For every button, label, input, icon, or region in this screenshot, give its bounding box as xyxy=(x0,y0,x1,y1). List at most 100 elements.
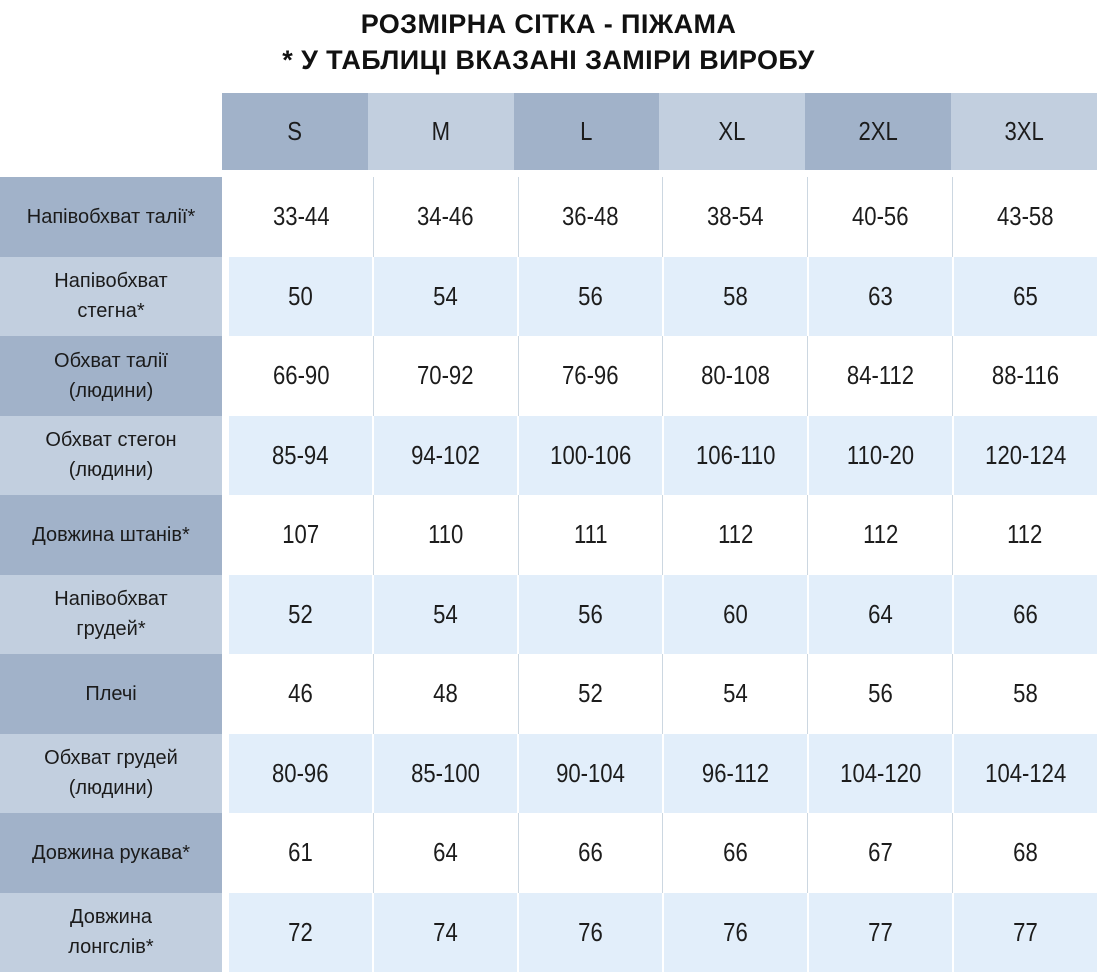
value-cell: 77 xyxy=(807,892,952,972)
table-row: Плечі 46 48 52 54 56 58 xyxy=(0,654,1097,734)
value-cell: 70-92 xyxy=(372,336,518,416)
value-text: 40-56 xyxy=(851,201,909,232)
value-text: 48 xyxy=(433,678,459,709)
value-text: 56 xyxy=(867,678,893,709)
table-row: Напівобхват стегна* 50 54 56 58 63 65 xyxy=(0,256,1097,336)
value-text: 66-90 xyxy=(272,360,330,391)
value-text: 77 xyxy=(1013,916,1038,947)
value-cell: 50 xyxy=(222,256,372,336)
value-cell: 64 xyxy=(372,813,518,893)
value-cell: 111 xyxy=(517,495,663,575)
row-label: Довжина рукава* xyxy=(0,813,222,893)
value-text: 36-48 xyxy=(562,201,619,232)
value-cell: 85-100 xyxy=(372,733,517,813)
row-label: Обхват талії (людини) xyxy=(0,336,222,416)
value-cell: 112 xyxy=(807,495,953,575)
col-header-text: S xyxy=(287,116,303,146)
value-cell: 54 xyxy=(662,654,808,734)
col-header-s: S xyxy=(222,93,368,170)
value-text: 58 xyxy=(1012,678,1038,709)
value-cell: 112 xyxy=(662,495,808,575)
value-cell: 84-112 xyxy=(807,336,953,416)
value-text: 85-100 xyxy=(411,757,480,788)
size-table-header: S M L XL 2XL 3XL xyxy=(0,93,1097,170)
value-text: 107 xyxy=(282,519,320,550)
value-cell: 33-44 xyxy=(222,177,373,257)
col-header-3xl: 3XL xyxy=(951,93,1097,170)
value-cell: 56 xyxy=(517,256,662,336)
value-cell: 72 xyxy=(222,892,372,972)
value-text: 110-20 xyxy=(846,439,915,470)
row-label: Обхват стегон (людини) xyxy=(0,415,222,495)
value-cell: 80-108 xyxy=(662,336,808,416)
value-cell: 104-120 xyxy=(807,733,952,813)
value-cell: 76-96 xyxy=(517,336,663,416)
col-header-text: 2XL xyxy=(858,116,898,146)
value-text: 54 xyxy=(433,598,458,629)
value-cell: 54 xyxy=(372,574,517,654)
table-row: Обхват талії (людини) 66-90 70-92 76-96 … xyxy=(0,336,1097,416)
row-label: Довжина лонгслів* xyxy=(0,892,222,972)
value-text: 52 xyxy=(288,598,313,629)
value-text: 76 xyxy=(723,916,748,947)
page-title: РОЗМІРНА СІТКА - ПІЖАМА * У ТАБЛИЦІ ВКАЗ… xyxy=(0,0,1097,93)
col-header-xl: XL xyxy=(659,93,806,170)
value-text: 60 xyxy=(723,598,748,629)
col-header-2xl: 2XL xyxy=(805,93,952,170)
col-header-text: L xyxy=(580,116,593,146)
table-row: Довжина лонгслів* 72 74 76 76 77 77 xyxy=(0,892,1097,972)
value-cell: 58 xyxy=(662,256,807,336)
table-row: Довжина штанів* 107 110 111 112 112 112 xyxy=(0,495,1097,575)
value-cell: 90-104 xyxy=(517,733,662,813)
value-text: 90-104 xyxy=(556,757,625,788)
page-title-line2: * У ТАБЛИЦІ ВКАЗАНІ ЗАМІРИ ВИРОБУ xyxy=(282,45,815,75)
value-cell: 66-90 xyxy=(222,336,373,416)
value-cell: 56 xyxy=(517,574,662,654)
col-header-l: L xyxy=(513,93,660,170)
value-cell: 40-56 xyxy=(807,177,953,257)
col-header-m: M xyxy=(367,93,514,170)
value-cell: 100-106 xyxy=(517,415,662,495)
value-text: 66 xyxy=(1013,598,1038,629)
value-text: 66 xyxy=(578,837,603,868)
value-text: 72 xyxy=(288,916,313,947)
value-cell: 106-110 xyxy=(662,415,807,495)
value-cell: 85-94 xyxy=(222,415,372,495)
value-text: 106-110 xyxy=(695,439,776,470)
row-label: Довжина штанів* xyxy=(0,495,222,575)
corner-cell xyxy=(0,93,222,170)
value-cell: 68 xyxy=(952,813,1097,893)
value-text: 88-116 xyxy=(991,360,1059,391)
table-row: Довжина рукава* 61 64 66 66 67 68 xyxy=(0,813,1097,893)
value-text: 64 xyxy=(868,598,893,629)
value-cell: 36-48 xyxy=(517,177,663,257)
value-text: 110 xyxy=(428,519,464,550)
value-text: 104-120 xyxy=(839,757,922,788)
value-cell: 94-102 xyxy=(372,415,517,495)
value-cell: 66 xyxy=(952,574,1097,654)
value-text: 61 xyxy=(288,837,314,868)
value-text: 54 xyxy=(723,678,748,709)
value-cell: 104-124 xyxy=(952,733,1097,813)
table-row: Напівобхват грудей* 52 54 56 60 64 66 xyxy=(0,574,1097,654)
col-header-text: M xyxy=(431,116,450,146)
table-row: Обхват стегон (людини) 85-94 94-102 100-… xyxy=(0,415,1097,495)
table-row: Обхват грудей (людини) 80-96 85-100 90-1… xyxy=(0,733,1097,813)
size-table: S M L XL 2XL 3XL Напівобхват талії* 33-4… xyxy=(0,93,1097,972)
value-cell: 76 xyxy=(517,892,662,972)
value-text: 112 xyxy=(717,519,754,550)
page-title-line1: РОЗМІРНА СІТКА - ПІЖАМА xyxy=(360,9,737,39)
value-cell: 77 xyxy=(952,892,1097,972)
value-cell: 66 xyxy=(517,813,663,893)
value-cell: 34-46 xyxy=(372,177,518,257)
value-text: 50 xyxy=(288,280,313,311)
value-cell: 76 xyxy=(662,892,807,972)
value-cell: 120-124 xyxy=(952,415,1097,495)
col-header-text: 3XL xyxy=(1004,116,1044,146)
value-text: 34-46 xyxy=(417,201,474,232)
row-label: Напівобхват талії* xyxy=(0,177,222,257)
value-text: 111 xyxy=(573,519,608,550)
value-cell: 80-96 xyxy=(222,733,372,813)
value-text: 84-112 xyxy=(846,360,914,391)
value-text: 120-124 xyxy=(984,439,1067,470)
